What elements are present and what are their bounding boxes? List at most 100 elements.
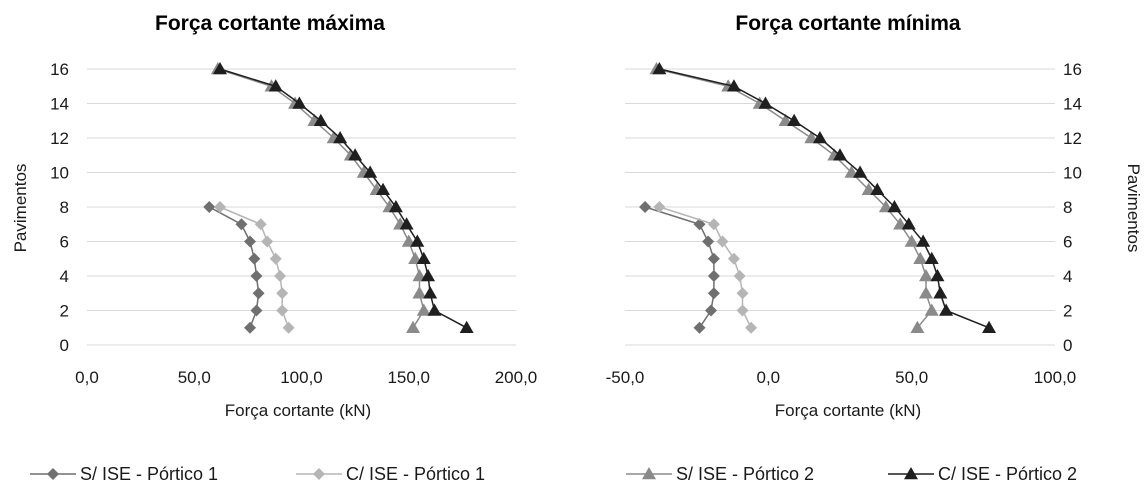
- y-tick-label: 10: [1063, 164, 1082, 183]
- series-4: [212, 62, 474, 333]
- data-point: [904, 234, 919, 247]
- x-axis-label: Força cortante (kN): [775, 401, 921, 420]
- series-line: [656, 68, 933, 329]
- data-point: [416, 303, 431, 316]
- y-tick-label: 12: [1063, 129, 1082, 148]
- series-3: [210, 62, 431, 333]
- data-point: [707, 287, 720, 300]
- data-point: [252, 287, 265, 300]
- data-point: [416, 251, 431, 264]
- data-point: [363, 165, 378, 178]
- y-axis-label: Pavimentos: [11, 164, 30, 253]
- data-point: [261, 235, 274, 248]
- y-tick-label: 2: [1063, 302, 1072, 321]
- data-point: [726, 79, 741, 92]
- y-tick-label: 0: [1063, 336, 1072, 355]
- legend-marker: [642, 467, 656, 480]
- y-tick-label: 8: [1063, 198, 1072, 217]
- data-point: [639, 201, 652, 213]
- data-point: [913, 251, 928, 264]
- data-point: [348, 148, 363, 161]
- data-point: [269, 252, 282, 265]
- y-tick-label: 14: [1063, 95, 1082, 114]
- chart-min-shear: Força cortante mínima 0 2 4 6 8 10 12 14 16 -50,…: [606, 12, 1143, 420]
- data-point: [924, 303, 939, 316]
- data-point: [982, 320, 997, 333]
- data-point: [705, 304, 717, 317]
- data-point: [292, 96, 307, 109]
- data-point: [736, 304, 749, 317]
- chart-max-shear: Força cortante máxima 0 2 4 6 8 10 12 14 16 0,0 5…: [11, 12, 537, 420]
- series-3: [649, 62, 939, 333]
- x-tick-labels: -50,0 0,0 50,0 100,0: [606, 368, 1077, 387]
- chart-title: Força cortante máxima: [155, 12, 385, 35]
- data-point: [758, 96, 773, 109]
- data-point: [399, 217, 414, 230]
- data-point: [276, 304, 289, 317]
- data-point: [388, 200, 403, 213]
- data-point: [933, 286, 948, 299]
- legend-left: S/ ISE - Pórtico 1 C/ ISE - Pórtico 1: [30, 464, 485, 484]
- data-point: [248, 252, 261, 265]
- legend-label: C/ ISE - Pórtico 2: [938, 464, 1077, 484]
- data-point: [282, 321, 295, 334]
- series-line: [219, 68, 468, 329]
- legend-item: S/ ISE - Pórtico 2: [626, 464, 814, 484]
- x-axis-label: Força cortante (kN): [225, 401, 371, 420]
- data-point: [924, 251, 939, 264]
- data-point: [930, 269, 945, 282]
- y-tick-label: 6: [1063, 233, 1072, 252]
- x-tick-label: 0,0: [75, 368, 99, 387]
- x-tick-label: 100,0: [280, 368, 323, 387]
- data-point: [459, 320, 474, 333]
- legend-label: C/ ISE - Pórtico 1: [346, 464, 485, 484]
- y-axis-label: Pavimentos: [1124, 164, 1143, 253]
- data-point: [919, 269, 933, 282]
- data-point: [733, 270, 746, 282]
- gridlines: [87, 68, 516, 346]
- y-tick-label: 12: [50, 129, 69, 148]
- y-tick-labels: 0 2 4 6 8 10 12 14 16: [50, 60, 69, 355]
- data-point: [910, 320, 925, 333]
- data-point: [707, 252, 720, 265]
- data-point: [254, 218, 267, 231]
- legend-label: S/ ISE - Pórtico 1: [80, 464, 218, 484]
- y-tick-label: 8: [60, 198, 69, 217]
- data-point: [693, 321, 706, 334]
- data-point: [716, 235, 729, 248]
- legend-marker: [904, 467, 918, 480]
- data-point: [376, 182, 391, 195]
- legend-item: C/ ISE - Pórtico 2: [888, 464, 1077, 484]
- data-point: [901, 217, 916, 230]
- y-tick-label: 16: [50, 60, 69, 79]
- x-tick-label: 100,0: [1034, 368, 1077, 387]
- series-line: [217, 68, 425, 329]
- data-point: [250, 270, 263, 282]
- data-point: [916, 234, 931, 247]
- data-point: [833, 148, 847, 161]
- data-point: [412, 286, 427, 299]
- x-tick-label: 50,0: [178, 368, 211, 387]
- data-point: [652, 62, 667, 75]
- data-point: [244, 321, 257, 334]
- y-tick-labels: 0 2 4 6 8 10 12 14 16: [1063, 60, 1082, 355]
- data-point: [870, 182, 885, 195]
- series-1: [639, 201, 720, 334]
- series-group: [203, 62, 474, 334]
- y-tick-label: 16: [1063, 60, 1082, 79]
- data-point: [406, 320, 421, 333]
- data-point: [887, 200, 902, 213]
- data-point: [787, 113, 802, 126]
- y-tick-label: 4: [60, 267, 69, 286]
- data-point: [212, 62, 227, 75]
- data-point: [727, 252, 740, 265]
- series-group: [639, 62, 997, 334]
- data-point: [213, 201, 226, 213]
- data-point: [653, 201, 666, 213]
- y-tick-label: 14: [50, 95, 69, 114]
- legend-marker: [47, 468, 59, 480]
- data-point: [423, 286, 438, 299]
- data-point: [702, 235, 715, 248]
- y-tick-label: 0: [60, 336, 69, 355]
